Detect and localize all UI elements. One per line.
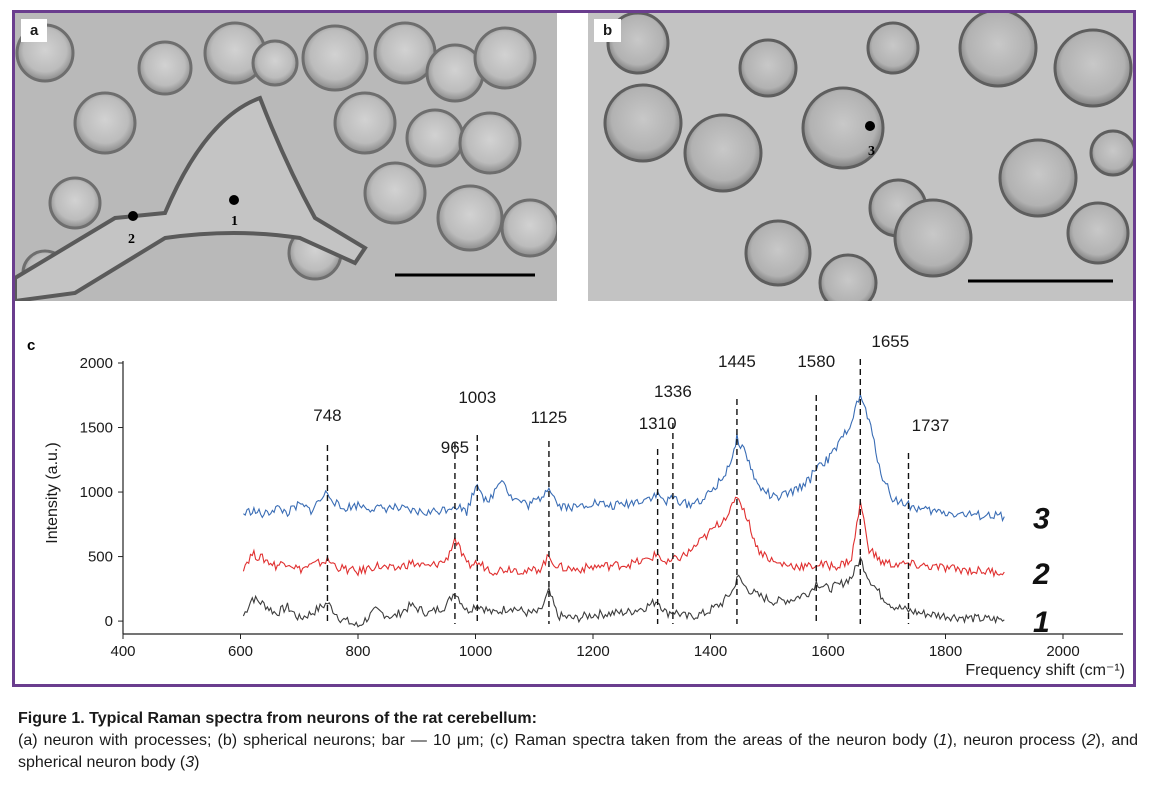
x-tick-label: 800 xyxy=(345,643,370,660)
x-axis-label: Frequency shift (cm⁻¹) xyxy=(965,662,1125,679)
x-tick-label: 1600 xyxy=(811,643,844,660)
x-tick-label: 1200 xyxy=(576,643,609,660)
caption-text: ), and spherical neuron body ( xyxy=(18,732,1139,771)
x-tick-label: 600 xyxy=(228,643,253,660)
figure-caption: Figure 1. Typical Raman spectra from neu… xyxy=(18,708,1138,774)
spectrum-line-2 xyxy=(242,496,1005,579)
y-tick-label: 500 xyxy=(88,549,113,566)
marker-3: 3 xyxy=(868,144,875,159)
micrograph-panel-a: 1 2 a xyxy=(15,13,557,301)
x-tick-label: 1400 xyxy=(694,643,727,660)
figure-frame: 1 2 a xyxy=(12,10,1136,687)
micrograph-panel-b: 3 b xyxy=(588,13,1133,301)
peak-markers: 748 965 1003 1125 1310 1336 1445 1580 1655 1737 xyxy=(313,332,949,624)
neuron-with-processes-image: 1 2 xyxy=(15,13,557,301)
panel-label-b: b xyxy=(594,19,622,42)
panel-label-c: c xyxy=(27,337,35,354)
peak-label-1655: 1655 xyxy=(871,332,909,351)
peak-label-748: 748 xyxy=(313,406,341,425)
series-label-1: 1 xyxy=(1033,606,1050,639)
spectrum-line-1 xyxy=(242,555,1005,628)
marker-2: 2 xyxy=(128,232,135,247)
series-label-3: 3 xyxy=(1033,503,1050,536)
peak-label-1125: 1125 xyxy=(531,408,568,427)
peak-label-1003: 1003 xyxy=(458,388,496,407)
caption-title: Figure 1. Typical Raman spectra from neu… xyxy=(18,710,537,727)
y-tick-label: 1500 xyxy=(80,420,113,437)
y-axis-label: Intensity (a.u.) xyxy=(44,442,61,543)
peak-label-1336: 1336 xyxy=(654,382,692,401)
raman-spectra-chart: c 400 600 800 1000 1200 1400 1600 1800 2000 0 500 1… xyxy=(27,332,1125,679)
x-tick-label: 2000 xyxy=(1046,643,1079,660)
peak-label-965: 965 xyxy=(441,438,469,457)
x-tick-label: 400 xyxy=(110,643,135,660)
caption-text: (a) neuron with processes; (b) spherical… xyxy=(18,732,939,749)
caption-ref-2: 2 xyxy=(1086,732,1096,749)
peak-label-1310: 1310 xyxy=(639,414,677,433)
caption-text: ) xyxy=(194,754,200,771)
caption-ref-1: 1 xyxy=(938,732,948,749)
x-tick-label: 1800 xyxy=(929,643,962,660)
y-tick-label: 1000 xyxy=(80,484,113,501)
peak-label-1445: 1445 xyxy=(718,352,756,371)
caption-ref-3: 3 xyxy=(185,754,195,771)
caption-text: ), neuron process ( xyxy=(947,732,1087,749)
y-tick-label: 0 xyxy=(105,613,113,630)
peak-label-1737: 1737 xyxy=(912,416,950,435)
caption-body: (a) neuron with processes; (b) spherical… xyxy=(18,730,1138,774)
marker-1: 1 xyxy=(231,214,238,229)
y-tick-label: 2000 xyxy=(80,355,113,372)
spectra-lines: 1 2 3 xyxy=(242,394,1050,639)
peak-label-1580: 1580 xyxy=(797,352,835,371)
panel-label-a: a xyxy=(21,19,48,42)
series-label-2: 2 xyxy=(1032,558,1050,591)
spectrum-line-3 xyxy=(243,394,1005,523)
x-tick-label: 1000 xyxy=(459,643,492,660)
spherical-neurons-image: 3 xyxy=(588,13,1133,301)
chart-axes: 400 600 800 1000 1200 1400 1600 1800 2000 0 500 100… xyxy=(80,355,1123,660)
